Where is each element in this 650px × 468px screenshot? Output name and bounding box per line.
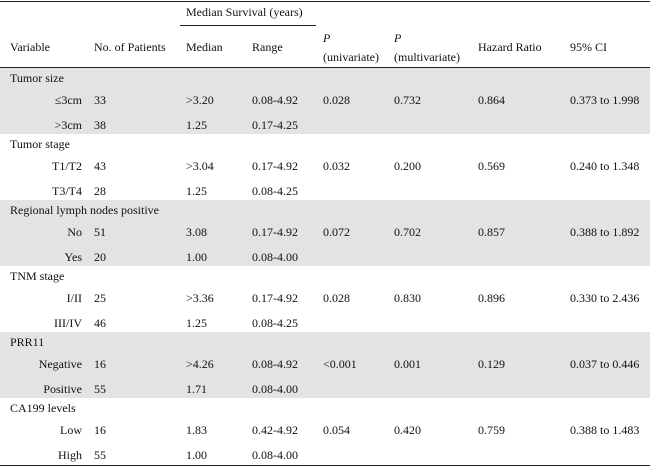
row-median: 1.25 xyxy=(186,316,207,330)
header-p-univariate-label: (univariate) xyxy=(323,50,379,64)
row-median: 1.83 xyxy=(186,423,207,437)
row-range: 0.08-4.00 xyxy=(252,448,298,462)
row-label: T1/T2 xyxy=(52,159,82,173)
row-label: I/II xyxy=(66,291,82,305)
group-ci: 0.388 to 1.892 xyxy=(570,225,640,239)
row-num-patients: 20 xyxy=(94,250,106,264)
header-ci: 95% CI xyxy=(570,40,607,54)
group-p-univariate: 0.028 xyxy=(323,93,350,107)
group-title: Tumor stage xyxy=(10,137,70,151)
header-p-univariate-symbol: P xyxy=(323,31,331,45)
group-p-univariate: 0.028 xyxy=(323,291,350,305)
header-p-multivariate-symbol: P xyxy=(394,31,402,45)
row-label: T3/T4 xyxy=(52,184,82,198)
header-median-survival: Median Survival (years) xyxy=(186,5,303,19)
group-shading xyxy=(0,332,650,398)
group-title: Tumor size xyxy=(10,71,64,85)
group-hazard-ratio: 0.759 xyxy=(478,423,505,437)
group-p-univariate: <0.001 xyxy=(323,357,357,371)
header-variable: Variable xyxy=(10,40,50,54)
row-num-patients: 28 xyxy=(94,184,106,198)
group-hazard-ratio: 0.129 xyxy=(478,357,505,371)
group-ci: 0.240 to 1.348 xyxy=(570,159,640,173)
group-ci: 0.330 to 2.436 xyxy=(570,291,640,305)
row-num-patients: 16 xyxy=(94,423,106,437)
header-num-patients: No. of Patients xyxy=(94,40,166,54)
row-range: 0.17-4.25 xyxy=(252,118,298,132)
row-label: >3cm xyxy=(54,118,82,132)
group-p-univariate: 0.072 xyxy=(323,225,350,239)
row-range: 0.17-4.92 xyxy=(252,291,298,305)
header-hazard-ratio: Hazard Ratio xyxy=(478,40,542,54)
row-range: 0.08-4.00 xyxy=(252,382,298,396)
table-top-rule xyxy=(0,1,650,2)
header-range: Range xyxy=(252,40,283,54)
row-range: 0.08-4.92 xyxy=(252,357,298,371)
group-p-multivariate: 0.420 xyxy=(394,423,421,437)
row-median: >4.26 xyxy=(186,357,214,371)
row-num-patients: 55 xyxy=(94,382,106,396)
row-median: 1.00 xyxy=(186,448,207,462)
group-ci: 0.373 to 1.998 xyxy=(570,93,640,107)
group-title: PRR11 xyxy=(10,335,45,349)
row-label: III/IV xyxy=(54,316,82,330)
row-num-patients: 43 xyxy=(94,159,106,173)
group-shading xyxy=(0,68,650,134)
row-num-patients: 25 xyxy=(94,291,106,305)
row-range: 0.42-4.92 xyxy=(252,423,298,437)
row-median: 1.25 xyxy=(186,184,207,198)
row-label: Yes xyxy=(64,250,82,264)
group-p-multivariate: 0.830 xyxy=(394,291,421,305)
row-median: >3.04 xyxy=(186,159,214,173)
row-median: 1.71 xyxy=(186,382,207,396)
row-num-patients: 16 xyxy=(94,357,106,371)
group-hazard-ratio: 0.864 xyxy=(478,93,505,107)
group-title: CA199 levels xyxy=(10,401,76,415)
row-range: 0.08-4.92 xyxy=(252,93,298,107)
row-median: 1.25 xyxy=(186,118,207,132)
group-p-multivariate: 0.200 xyxy=(394,159,421,173)
row-label: High xyxy=(58,448,82,462)
header-median: Median xyxy=(186,40,223,54)
median-survival-underline xyxy=(180,25,316,26)
row-median: 3.08 xyxy=(186,225,207,239)
group-shading xyxy=(0,200,650,266)
table-bottom-rule xyxy=(0,465,650,466)
group-p-univariate: 0.032 xyxy=(323,159,350,173)
row-num-patients: 38 xyxy=(94,118,106,132)
group-ci: 0.037 to 0.446 xyxy=(570,357,640,371)
row-range: 0.08-4.25 xyxy=(252,184,298,198)
group-hazard-ratio: 0.857 xyxy=(478,225,505,239)
header-p-multivariate-label: (multivariate) xyxy=(394,50,460,64)
row-median: 1.00 xyxy=(186,250,207,264)
row-median: >3.36 xyxy=(186,291,214,305)
row-num-patients: 55 xyxy=(94,448,106,462)
row-range: 0.08-4.00 xyxy=(252,250,298,264)
group-p-univariate: 0.054 xyxy=(323,423,350,437)
group-p-multivariate: 0.001 xyxy=(394,357,421,371)
group-hazard-ratio: 0.896 xyxy=(478,291,505,305)
row-num-patients: 33 xyxy=(94,93,106,107)
group-p-multivariate: 0.702 xyxy=(394,225,421,239)
row-num-patients: 51 xyxy=(94,225,106,239)
group-hazard-ratio: 0.569 xyxy=(478,159,505,173)
row-label: ≤3cm xyxy=(54,93,82,107)
row-num-patients: 46 xyxy=(94,316,106,330)
row-label: Negative xyxy=(38,357,82,371)
row-range: 0.08-4.25 xyxy=(252,316,298,330)
row-label: No xyxy=(67,225,82,239)
group-ci: 0.388 to 1.483 xyxy=(570,423,640,437)
row-range: 0.17-4.92 xyxy=(252,225,298,239)
row-median: >3.20 xyxy=(186,93,214,107)
row-label: Positive xyxy=(43,382,82,396)
row-label: Low xyxy=(60,423,82,437)
group-p-multivariate: 0.732 xyxy=(394,93,421,107)
row-range: 0.17-4.92 xyxy=(252,159,298,173)
group-title: TNM stage xyxy=(10,269,65,283)
group-title: Regional lymph nodes positive xyxy=(10,203,159,217)
header-bottom-rule xyxy=(0,67,650,68)
